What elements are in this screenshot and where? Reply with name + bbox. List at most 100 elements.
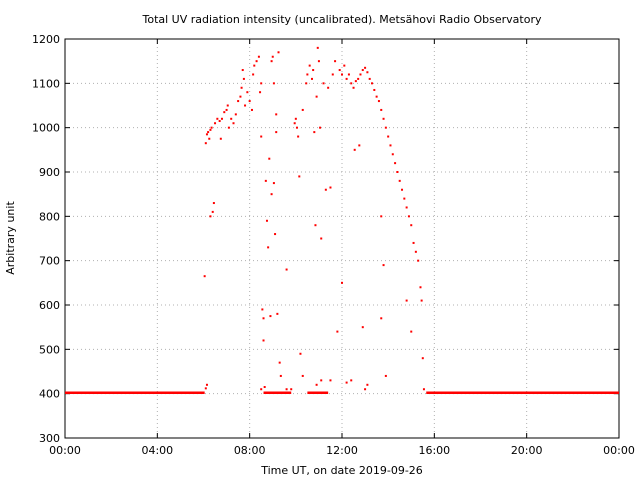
- data-point: [272, 82, 275, 85]
- x-tick-label: 08:00: [234, 444, 266, 457]
- data-point: [294, 117, 297, 120]
- data-point: [329, 379, 332, 382]
- data-point: [398, 179, 401, 182]
- data-point: [341, 73, 343, 76]
- y-tick-label: 400: [39, 388, 60, 401]
- data-point: [366, 383, 369, 386]
- data-point: [264, 179, 267, 182]
- data-point: [260, 135, 263, 138]
- data-point: [308, 64, 311, 67]
- data-point: [211, 210, 214, 213]
- data-point: [401, 188, 404, 191]
- data-point: [312, 69, 315, 72]
- data-point: [336, 330, 339, 333]
- data-point: [268, 157, 271, 160]
- x-tick-label: 00:00: [603, 444, 635, 457]
- data-point: [271, 55, 274, 58]
- data-point: [354, 80, 357, 83]
- data-point: [285, 268, 288, 271]
- y-tick-label: 1100: [32, 77, 60, 90]
- y-axis-label: Arbitrary unit: [4, 201, 17, 275]
- data-point: [275, 113, 278, 116]
- data-point: [216, 117, 219, 120]
- data-point: [368, 77, 371, 80]
- y-tick-label: 900: [39, 166, 60, 179]
- data-point: [405, 299, 408, 302]
- data-point: [313, 131, 316, 134]
- data-point: [384, 126, 387, 129]
- tick-marks: [64, 38, 620, 439]
- data-point: [320, 237, 323, 240]
- data-point: [315, 95, 318, 98]
- data-point: [234, 113, 237, 116]
- data-point: [207, 131, 210, 134]
- data-point: [274, 233, 277, 236]
- x-tick-label: 12:00: [326, 444, 358, 457]
- data-point: [232, 122, 235, 125]
- data-point: [275, 131, 278, 134]
- data-point: [301, 108, 304, 111]
- data-point: [253, 64, 256, 67]
- chart-title: Total UV radiation intensity (uncalibrat…: [142, 13, 542, 26]
- x-tick-label: 20:00: [511, 444, 543, 457]
- data-point: [250, 108, 253, 111]
- data-point: [316, 46, 319, 49]
- data-point: [331, 73, 334, 76]
- plot-frame: [64, 38, 620, 439]
- data-point: [205, 383, 208, 386]
- data-point: [322, 82, 325, 85]
- data-point: [252, 73, 255, 76]
- data-point: [371, 82, 374, 85]
- data-point: [389, 144, 392, 147]
- data-point: [396, 171, 399, 173]
- data-point: [306, 73, 309, 76]
- data-point: [208, 137, 211, 140]
- data-point: [205, 133, 208, 136]
- data-point: [305, 82, 308, 85]
- data-point: [329, 186, 332, 189]
- data-point: [226, 104, 229, 107]
- data-point: [320, 379, 323, 382]
- data-point: [285, 388, 288, 391]
- data-point: [298, 175, 301, 178]
- data-point: [377, 100, 380, 103]
- data-point: [227, 126, 230, 129]
- data-point: [255, 60, 258, 63]
- data-point: [421, 357, 424, 360]
- data-point: [391, 153, 394, 156]
- y-tick-label: 600: [39, 299, 60, 312]
- data-point: [420, 299, 423, 302]
- data-point: [248, 100, 251, 103]
- data-point: [230, 117, 233, 120]
- data-point: [353, 148, 356, 151]
- data-point: [257, 55, 260, 58]
- data-point: [364, 66, 367, 69]
- data-point: [358, 144, 361, 147]
- data-point: [412, 241, 415, 244]
- data-point: [278, 361, 281, 364]
- data-point: [317, 60, 320, 63]
- data-point: [410, 224, 413, 227]
- data-point: [263, 386, 266, 389]
- data-point: [244, 104, 247, 107]
- data-point: [295, 126, 298, 129]
- data-point: [387, 135, 390, 138]
- data-point: [319, 126, 322, 129]
- data-point: [350, 82, 353, 85]
- y-tick-label: 300: [39, 432, 60, 445]
- data-point: [277, 51, 280, 54]
- data-point: [327, 86, 330, 89]
- data-point: [262, 339, 265, 342]
- data-point: [261, 308, 264, 311]
- data-point: [324, 188, 327, 191]
- data-point: [375, 95, 378, 98]
- data-point: [422, 388, 425, 391]
- data-point: [417, 259, 420, 262]
- data-point: [345, 77, 348, 80]
- data-point: [359, 73, 362, 76]
- y-tick-label: 500: [39, 343, 60, 356]
- y-tick-label: 700: [39, 255, 60, 268]
- data-points: [65, 46, 619, 395]
- data-point: [410, 330, 413, 333]
- data-point: [220, 117, 223, 120]
